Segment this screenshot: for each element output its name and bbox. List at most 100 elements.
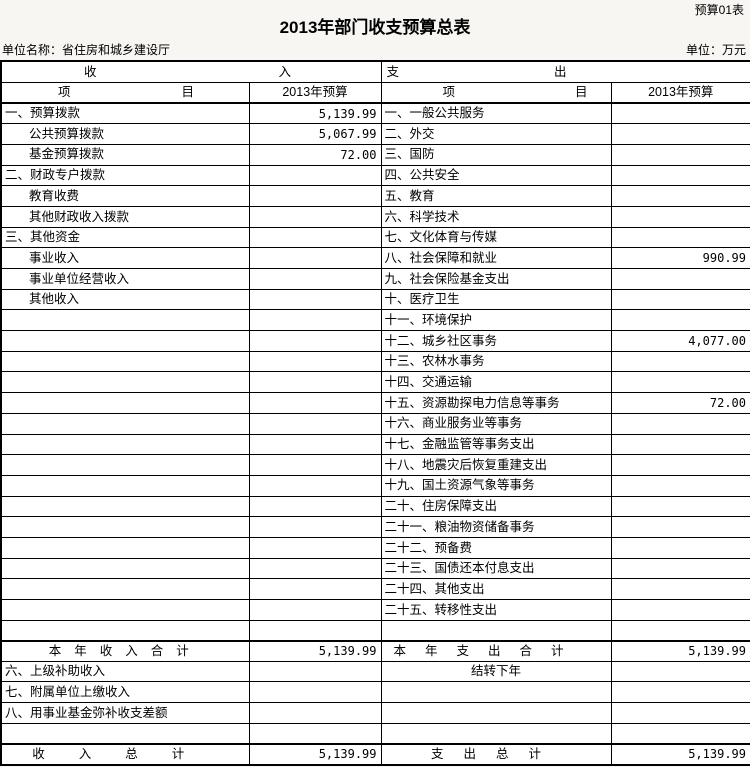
- expense-value-cell: [610, 536, 750, 559]
- expense-item-cell: 五、教育: [380, 185, 612, 207]
- income-item-cell: [0, 392, 250, 414]
- income-value-cell: [248, 516, 382, 538]
- column-header-row: 项 目 2013年预算 项 目 2013年预算: [0, 81, 750, 104]
- expense-value-cell: [610, 660, 750, 683]
- income-section-header: 收 入: [0, 60, 382, 83]
- expense-value-cell: [610, 454, 750, 476]
- income-value-cell: [248, 205, 382, 228]
- section-header-row: 收 入 支 出: [0, 60, 750, 83]
- income-value-cell: [248, 599, 382, 621]
- table-row: 十五、资源勘探电力信息等事务 72.00: [0, 392, 750, 414]
- income-value-cell: [248, 557, 382, 580]
- income-budget-column-header: 2013年预算: [248, 81, 382, 104]
- table-row: 十七、金融监管等事务支出: [0, 433, 750, 456]
- expense-value-cell: 72.00: [610, 392, 750, 414]
- income-item-cell: 六、上级补助收入: [0, 660, 250, 683]
- expense-value-cell: [610, 143, 750, 166]
- table-row: 其他财政收入拨款 六、科学技术: [0, 205, 750, 228]
- budget-table-body: 一、预算拨款 5,139.99 一、一般公共服务 公共预算拨款 5,067.99 二、外交…: [0, 102, 750, 642]
- table-row: 二十四、其他支出: [0, 578, 750, 600]
- income-item-cell: [0, 599, 250, 621]
- expense-header-char-1: 支: [386, 64, 400, 79]
- income-value-cell: [248, 330, 382, 352]
- expense-value-cell: [610, 164, 750, 187]
- income-value-cell: [248, 288, 382, 311]
- expense-grand-total-value: 5,139.99: [610, 742, 750, 766]
- form-number: 预算01表: [694, 3, 744, 17]
- income-value-cell: [248, 185, 382, 207]
- expense-item-cell: 八、社会保障和就业: [380, 247, 612, 269]
- table-row: 十八、地震灾后恢复重建支出: [0, 454, 750, 476]
- income-item-cell: [0, 474, 250, 497]
- expense-item-cell: 一、一般公共服务: [380, 102, 612, 125]
- income-value-cell: [248, 536, 382, 559]
- income-item-cell: [0, 536, 250, 559]
- expense-value-cell: [610, 412, 750, 435]
- income-value-cell: [248, 619, 382, 642]
- table-row: 事业收入 八、社会保障和就业 990.99: [0, 247, 750, 269]
- income-item-cell: 八、用事业基金弥补收支差额: [0, 702, 250, 724]
- income-item-cell: 事业单位经营收入: [0, 268, 250, 290]
- expense-value-cell: [610, 123, 750, 145]
- expense-item-cell: 十九、国土资源气象等事务: [380, 474, 612, 497]
- annual-expense-subtotal-value: 5,139.99: [610, 639, 750, 662]
- income-item-cell: [0, 330, 250, 352]
- table-row: 二十、住房保障支出: [0, 495, 750, 518]
- expense-item-cell: 十三、农林水事务: [380, 350, 612, 373]
- income-item-cell: 基金预算拨款: [0, 143, 250, 166]
- income-value-cell: 72.00: [248, 143, 382, 166]
- expense-value-cell: [610, 433, 750, 456]
- income-value-cell: [248, 392, 382, 414]
- income-value-cell: [248, 681, 382, 704]
- expense-item-cell: 二十、住房保障支出: [380, 495, 612, 518]
- expense-item-cell: 十七、金融监管等事务支出: [380, 433, 612, 456]
- annual-income-subtotal-value: 5,139.99: [248, 639, 382, 662]
- income-item-cell: [0, 433, 250, 456]
- table-row: 七、附属单位上缴收入: [0, 681, 750, 704]
- income-value-cell: [248, 722, 382, 745]
- income-item-cell: 二、财政专户拨款: [0, 164, 250, 187]
- expense-item-cell: 结转下年: [380, 660, 612, 683]
- table-row: 二十三、国债还本付息支出: [0, 557, 750, 580]
- expense-item-column-header: 项 目: [380, 81, 612, 104]
- income-item-cell: [0, 412, 250, 435]
- expense-item-cell: 四、公共安全: [380, 164, 612, 187]
- expense-section-header: 支 出: [380, 60, 750, 83]
- expense-value-cell: [610, 309, 750, 332]
- table-row: 十二、城乡社区事务 4,077.00: [0, 330, 750, 352]
- income-item-cell: [0, 578, 250, 600]
- income-value-cell: [248, 309, 382, 332]
- table-row: 事业单位经营收入 九、社会保险基金支出: [0, 268, 750, 290]
- income-item-cell: [0, 516, 250, 538]
- income-value-cell: [248, 660, 382, 683]
- income-grand-total-label: 收入总计: [0, 742, 250, 766]
- table-row: 十六、商业服务业等事务: [0, 412, 750, 435]
- expense-value-cell: [610, 102, 750, 125]
- income-item-cell: 事业收入: [0, 247, 250, 269]
- income-value-cell: [248, 454, 382, 476]
- income-item-cell: [0, 722, 250, 745]
- table-row: 一、预算拨款 5,139.99 一、一般公共服务: [0, 102, 750, 125]
- income-grand-total-value: 5,139.99: [248, 742, 382, 766]
- budget-table-bottom-body: 六、上级补助收入 结转下年 七、附属单位上缴收入 八、用事业基金弥补收支差额: [0, 660, 750, 745]
- income-item-cell: 教育收费: [0, 185, 250, 207]
- budget-table: 收 入 支 出 项 目 2013年预: [0, 60, 750, 766]
- expense-value-cell: [610, 205, 750, 228]
- table-row: [0, 722, 750, 745]
- expense-item-cell: 九、社会保险基金支出: [380, 268, 612, 290]
- page-title: 2013年部门收支预算总表: [279, 18, 471, 37]
- expense-item-cell: 十六、商业服务业等事务: [380, 412, 612, 435]
- income-value-cell: 5,067.99: [248, 123, 382, 145]
- expense-item-cell: 十、医疗卫生: [380, 288, 612, 311]
- expense-value-cell: 990.99: [610, 247, 750, 269]
- table-row: 八、用事业基金弥补收支差额: [0, 702, 750, 724]
- expense-item-cell: 三、国防: [380, 143, 612, 166]
- income-item-cell: 其他财政收入拨款: [0, 205, 250, 228]
- expense-value-cell: 4,077.00: [610, 330, 750, 352]
- table-row: 二十五、转移性支出: [0, 599, 750, 621]
- income-item-cell: [0, 495, 250, 518]
- expense-value-cell: [610, 557, 750, 580]
- income-value-cell: [248, 268, 382, 290]
- expense-value-cell: [610, 516, 750, 538]
